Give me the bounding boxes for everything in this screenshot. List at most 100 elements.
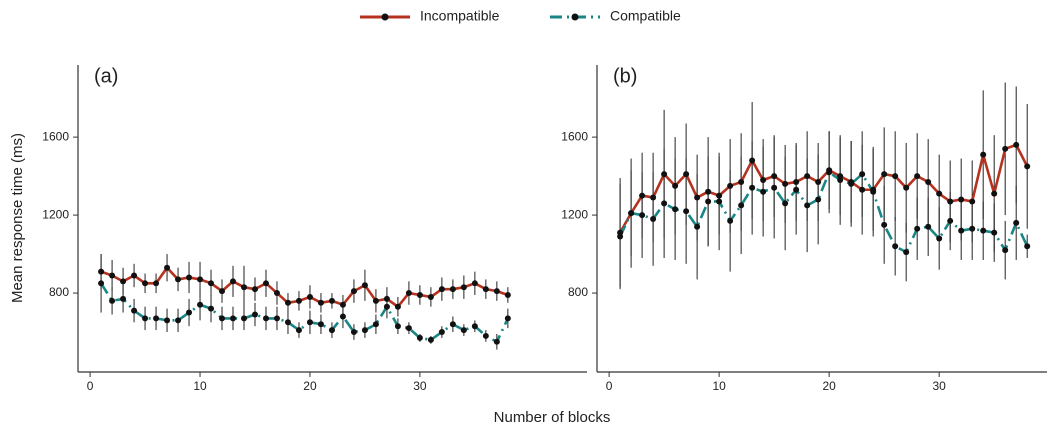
data-point xyxy=(317,299,324,306)
data-point xyxy=(295,297,302,304)
data-point xyxy=(262,280,269,287)
data-point xyxy=(782,200,789,207)
data-point xyxy=(936,235,943,242)
data-point xyxy=(980,227,987,234)
series-line xyxy=(100,265,509,309)
data-point xyxy=(284,319,291,326)
x-tick-label: 20 xyxy=(822,379,836,393)
data-point xyxy=(142,280,149,287)
data-point xyxy=(471,280,478,287)
data-point xyxy=(958,227,965,234)
data-point xyxy=(306,319,313,326)
data-point xyxy=(317,321,324,328)
data-point xyxy=(650,215,657,222)
data-point xyxy=(859,171,866,178)
data-point xyxy=(230,278,237,285)
y-tick-label: 1600 xyxy=(561,129,588,143)
y-tick-label: 800 xyxy=(568,285,588,299)
data-point xyxy=(683,171,690,178)
data-point xyxy=(361,327,368,334)
data-point xyxy=(903,249,910,256)
data-point xyxy=(782,180,789,187)
data-point xyxy=(727,182,734,189)
data-point xyxy=(350,329,357,336)
data-point xyxy=(208,280,215,287)
data-point xyxy=(694,194,701,201)
series-line xyxy=(99,282,510,344)
data-point xyxy=(109,272,116,279)
data-point xyxy=(460,284,467,291)
data-point xyxy=(760,188,767,195)
data-point xyxy=(694,223,701,230)
data-point xyxy=(892,243,899,250)
data-point xyxy=(958,196,965,203)
y-tick-label: 800 xyxy=(49,285,69,299)
data-point xyxy=(1013,141,1020,148)
data-point xyxy=(991,190,998,197)
data-point xyxy=(361,282,368,289)
data-point xyxy=(339,313,346,320)
data-point xyxy=(504,292,511,299)
data-point xyxy=(339,301,346,308)
x-tick-label: 10 xyxy=(712,379,726,393)
data-point xyxy=(716,192,723,199)
data-point xyxy=(350,288,357,295)
data-point xyxy=(197,276,204,283)
data-point xyxy=(771,184,778,191)
data-point xyxy=(617,233,624,240)
data-point xyxy=(131,272,138,279)
data-point xyxy=(639,192,646,199)
data-point xyxy=(749,157,756,164)
data-point xyxy=(738,202,745,209)
x-tick-label: 10 xyxy=(193,379,207,393)
data-point xyxy=(230,315,237,322)
data-point xyxy=(947,217,954,224)
x-tick-label: 0 xyxy=(606,379,613,393)
data-point xyxy=(639,212,646,219)
data-point xyxy=(427,293,434,300)
data-point xyxy=(449,286,456,293)
data-point xyxy=(914,225,921,232)
data-point xyxy=(482,286,489,293)
data-point xyxy=(683,208,690,215)
data-point xyxy=(153,315,160,322)
series-line xyxy=(618,170,1029,254)
data-point xyxy=(738,178,745,185)
data-point xyxy=(120,278,127,285)
data-point xyxy=(251,286,258,293)
data-point xyxy=(936,190,943,197)
data-point xyxy=(826,169,833,176)
x-tick-label: 20 xyxy=(303,379,317,393)
data-point xyxy=(771,173,778,180)
data-point xyxy=(449,321,456,328)
legend-label: Incompatible xyxy=(420,8,500,24)
data-point xyxy=(219,288,226,295)
data-point xyxy=(925,178,932,185)
data-point xyxy=(372,321,379,328)
data-point xyxy=(131,307,138,314)
data-point xyxy=(870,188,877,195)
data-point xyxy=(273,290,280,297)
data-point xyxy=(804,202,811,209)
data-point xyxy=(427,336,434,343)
data-point xyxy=(837,177,844,184)
data-point xyxy=(493,338,500,345)
data-point xyxy=(328,297,335,304)
data-point xyxy=(969,198,976,205)
data-point xyxy=(109,297,116,304)
data-point xyxy=(416,292,423,299)
data-point xyxy=(306,293,313,300)
data-point xyxy=(394,303,401,310)
data-point xyxy=(881,221,888,228)
data-point xyxy=(661,171,668,178)
data-point xyxy=(848,180,855,187)
x-tick-label: 30 xyxy=(413,379,427,393)
data-point xyxy=(164,317,171,324)
data-point xyxy=(98,280,105,287)
data-point xyxy=(262,315,269,322)
legend-marker xyxy=(571,13,579,21)
data-point xyxy=(628,210,635,217)
legend-marker xyxy=(381,13,389,21)
data-point xyxy=(504,315,511,322)
data-point xyxy=(186,274,193,281)
